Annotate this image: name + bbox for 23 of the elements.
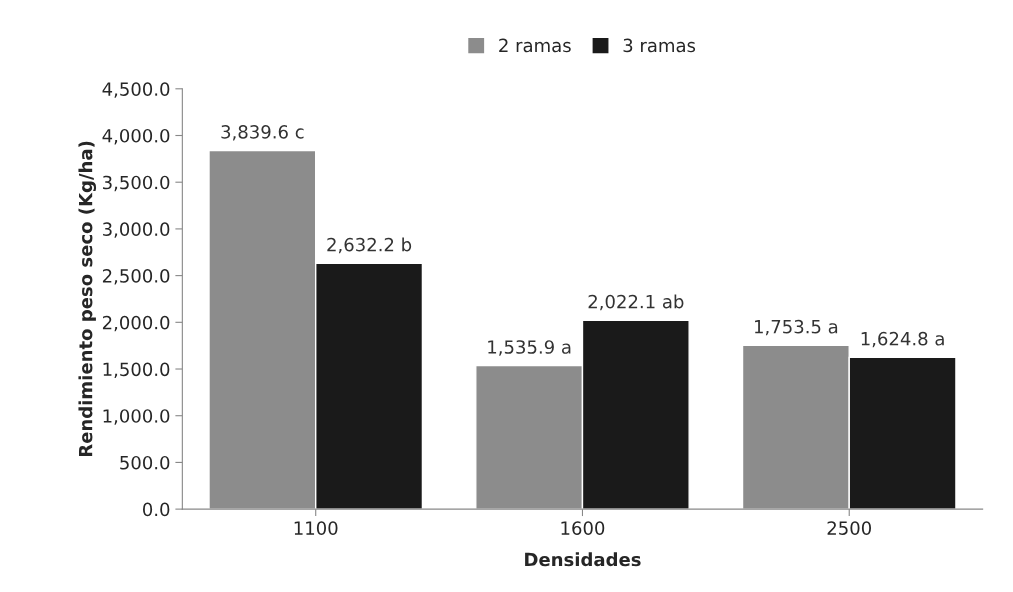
x-tick-label: 2500 [827,521,872,535]
y-tick-label: 4,000.0 [102,128,170,145]
y-tick-label: 1,500.0 [103,362,170,378]
y-tick-label: 2,500.0 [102,269,170,285]
data-label: 1,624.8 a [861,331,944,348]
y-tick-label: 1,000.0 [103,409,170,425]
data-label: 1,753.5 a [755,319,838,336]
x-tick-label: 1600 [561,521,605,535]
y-tick-label: 3,500.0 [103,175,170,192]
data-label: 3,839.6 c [221,125,304,141]
x-tick-label: 1100 [294,521,338,535]
y-tick-label: 2,000.0 [102,315,170,332]
y-tick-label: 4,500.0 [102,82,170,98]
legend-label: 2 ramas [499,38,571,53]
x-axis-title: Densidades [525,552,641,567]
y-tick-label: 500.0 [120,455,170,470]
legend-label: 3 ramas [623,38,696,53]
y-tick-label: 0.0 [143,502,170,517]
data-label: 2,632.2 b [327,237,412,254]
data-label: 1,535.9 a [488,340,571,356]
y-axis-title: Rendimiento peso seco (Kg/ha) [78,141,97,457]
y-tick-label: 3,000.0 [103,222,170,238]
data-label: 2,022.1 ab [588,294,684,311]
